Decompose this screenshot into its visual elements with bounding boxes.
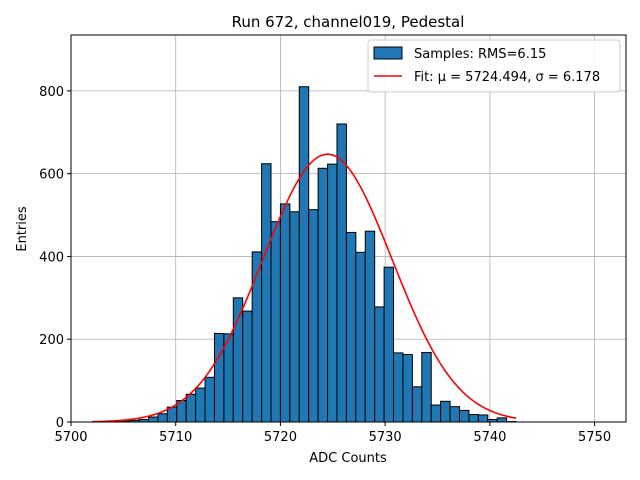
histogram-bar	[279, 203, 291, 423]
histogram-bar	[402, 354, 413, 423]
y-tick-label: 800	[39, 85, 64, 100]
legend-samples-label: Samples: RMS=6.15	[414, 47, 546, 62]
histogram-bar	[157, 413, 168, 423]
histogram-bar	[374, 306, 385, 423]
x-axis-label: ADC Counts	[309, 451, 387, 466]
y-tick-label: 400	[39, 250, 64, 265]
histogram-bar	[185, 393, 197, 423]
histogram-bar	[223, 333, 234, 423]
histogram-bar	[364, 230, 376, 423]
histogram-bar	[147, 416, 159, 423]
histogram-bar	[270, 221, 281, 423]
histogram-bar	[317, 167, 329, 423]
histogram-bar	[411, 386, 423, 423]
histogram-bar	[204, 376, 215, 423]
y-tick-label: 200	[39, 333, 64, 348]
histogram-bar	[440, 400, 451, 423]
x-tick-label: 5750	[578, 430, 611, 445]
histogram-bar	[449, 406, 460, 423]
plot-frame	[70, 34, 627, 423]
histogram-bar	[308, 209, 319, 423]
y-axis-label: Entries	[15, 206, 30, 252]
histogram-bar	[355, 251, 366, 423]
histogram-bar	[345, 231, 357, 423]
gaussian-fit-line	[91, 153, 517, 423]
histogram-bar	[261, 163, 272, 423]
histogram-bars	[100, 86, 517, 423]
histogram-bar	[336, 123, 347, 423]
histogram-bar	[232, 297, 244, 423]
x-tick-label: 5730	[369, 430, 402, 445]
x-tick-label: 5710	[159, 430, 192, 445]
histogram-bar	[251, 251, 263, 423]
histogram-bar	[327, 163, 338, 423]
histogram-bar	[496, 417, 508, 423]
histogram-bar	[477, 414, 489, 423]
y-tick-label: 0	[56, 416, 64, 431]
y-tick-label: 600	[39, 168, 64, 183]
legend-box	[367, 39, 621, 93]
histogram-bar	[393, 352, 404, 423]
histogram-bar	[195, 387, 206, 423]
x-tick-label: 5720	[264, 430, 297, 445]
legend-fit-label: Fit: μ = 5724.494, σ = 6.178	[414, 70, 600, 85]
histogram-bar	[430, 404, 442, 423]
histogram-bar	[242, 310, 253, 423]
histogram-bar	[289, 211, 300, 423]
histogram-bar	[383, 266, 395, 423]
chart-title: Run 672, channel019, Pedestal	[232, 13, 465, 31]
x-tick-label: 5700	[54, 430, 87, 445]
x-tick-label: 5740	[473, 430, 506, 445]
histogram-bar	[298, 86, 310, 423]
histogram-bar	[213, 332, 225, 423]
legend: Samples: RMS=6.15 Fit: μ = 5724.494, σ =…	[367, 39, 621, 93]
histogram-bar	[468, 414, 479, 423]
histogram-bar	[459, 409, 470, 423]
histogram-bar	[421, 351, 432, 423]
legend-samples-swatch	[373, 46, 403, 60]
x-axis-ticks: 5700 5710 5720 5730 5740 5750	[54, 422, 611, 445]
y-axis-ticks: 0 200 400 600 800	[39, 85, 71, 431]
